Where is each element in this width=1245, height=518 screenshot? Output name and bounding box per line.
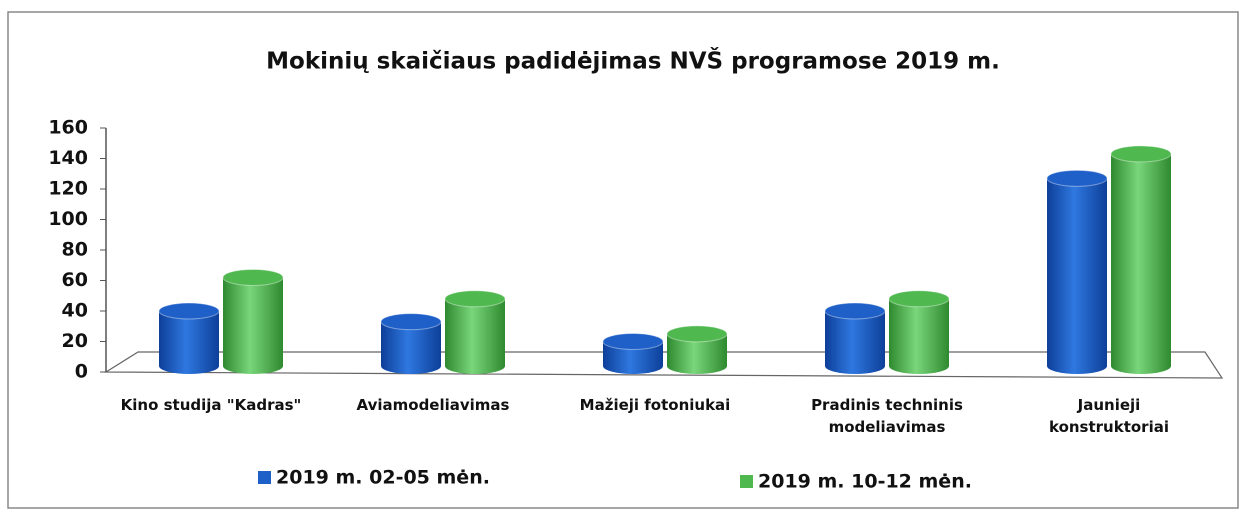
bar bbox=[1111, 153, 1171, 366]
y-tick-label: 0 bbox=[75, 361, 88, 383]
y-tick-label: 100 bbox=[48, 208, 88, 230]
cylinder-top bbox=[1110, 145, 1172, 163]
x-tick-label: Jaunieji konstruktoriai bbox=[1049, 396, 1169, 436]
legend-swatch bbox=[258, 471, 271, 484]
cylinder-top bbox=[222, 268, 284, 286]
bar bbox=[1047, 178, 1107, 366]
frame bbox=[7, 11, 1239, 509]
cylinder-top bbox=[1046, 169, 1108, 187]
bar bbox=[223, 277, 283, 366]
y-tick-label: 40 bbox=[62, 300, 88, 322]
y-tick-label: 80 bbox=[62, 239, 88, 261]
cylinder-top bbox=[158, 302, 220, 320]
y-tick-label: 160 bbox=[48, 117, 88, 139]
cylinder-top bbox=[380, 313, 442, 331]
x-tick-label: Kino studija "Kadras" bbox=[120, 396, 302, 414]
bar bbox=[889, 298, 949, 366]
x-tick-label: Pradinis techninis modeliavimas bbox=[811, 396, 963, 436]
cylinder-top bbox=[602, 333, 664, 350]
y-tick-label: 60 bbox=[62, 269, 88, 291]
y-tick-label: 20 bbox=[62, 330, 88, 352]
legend-swatch bbox=[740, 475, 753, 488]
x-tick-label: Aviamodeliavimas bbox=[356, 396, 510, 414]
bar bbox=[159, 311, 219, 366]
y-tick-label: 140 bbox=[48, 147, 88, 169]
chart-title: Mokinių skaičiaus padidėjimas NVŠ progra… bbox=[266, 47, 1000, 75]
legend-label: 2019 m. 02-05 mėn. bbox=[276, 467, 490, 489]
cylinder-top bbox=[888, 290, 950, 308]
bar bbox=[825, 311, 885, 366]
cylinder-top bbox=[824, 302, 886, 320]
bar bbox=[445, 298, 505, 366]
legend-label: 2019 m. 10-12 mėn. bbox=[758, 471, 972, 493]
cylinder-top bbox=[444, 290, 506, 308]
cylinder-top bbox=[666, 325, 728, 343]
x-tick-label: Mažieji fotoniukai bbox=[579, 396, 731, 414]
y-tick-label: 120 bbox=[48, 178, 88, 200]
